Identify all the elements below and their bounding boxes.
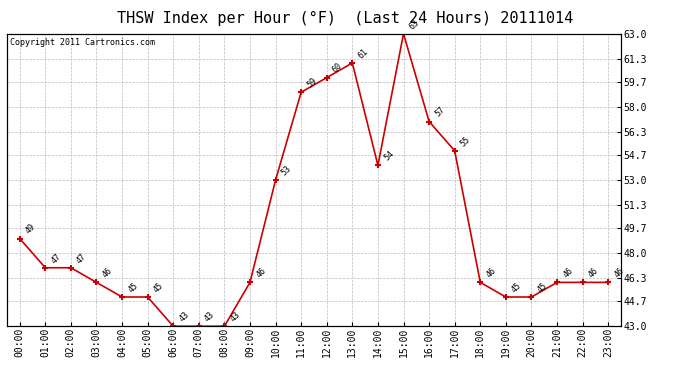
Text: 53: 53 bbox=[279, 164, 293, 177]
Text: 54: 54 bbox=[382, 149, 395, 163]
Text: 46: 46 bbox=[484, 266, 498, 280]
Text: 45: 45 bbox=[510, 281, 524, 294]
Text: 57: 57 bbox=[433, 105, 446, 119]
Text: 43: 43 bbox=[228, 310, 242, 324]
Text: THSW Index per Hour (°F)  (Last 24 Hours) 20111014: THSW Index per Hour (°F) (Last 24 Hours)… bbox=[117, 11, 573, 26]
Text: 49: 49 bbox=[24, 222, 37, 236]
Text: 55: 55 bbox=[459, 135, 472, 148]
Text: 45: 45 bbox=[126, 281, 139, 294]
Text: 61: 61 bbox=[357, 47, 370, 60]
Text: 45: 45 bbox=[535, 281, 549, 294]
Text: 45: 45 bbox=[152, 281, 165, 294]
Text: 46: 46 bbox=[254, 266, 268, 280]
Text: Copyright 2011 Cartronics.com: Copyright 2011 Cartronics.com bbox=[10, 38, 155, 47]
Text: 46: 46 bbox=[612, 266, 626, 280]
Text: 47: 47 bbox=[75, 252, 88, 265]
Text: 47: 47 bbox=[50, 252, 63, 265]
Text: 63: 63 bbox=[408, 18, 421, 31]
Text: 43: 43 bbox=[177, 310, 191, 324]
Text: 46: 46 bbox=[101, 266, 114, 280]
Text: 46: 46 bbox=[561, 266, 575, 280]
Text: 46: 46 bbox=[586, 266, 600, 280]
Text: 43: 43 bbox=[203, 310, 217, 324]
Text: 59: 59 bbox=[305, 76, 319, 90]
Text: 60: 60 bbox=[331, 62, 344, 75]
